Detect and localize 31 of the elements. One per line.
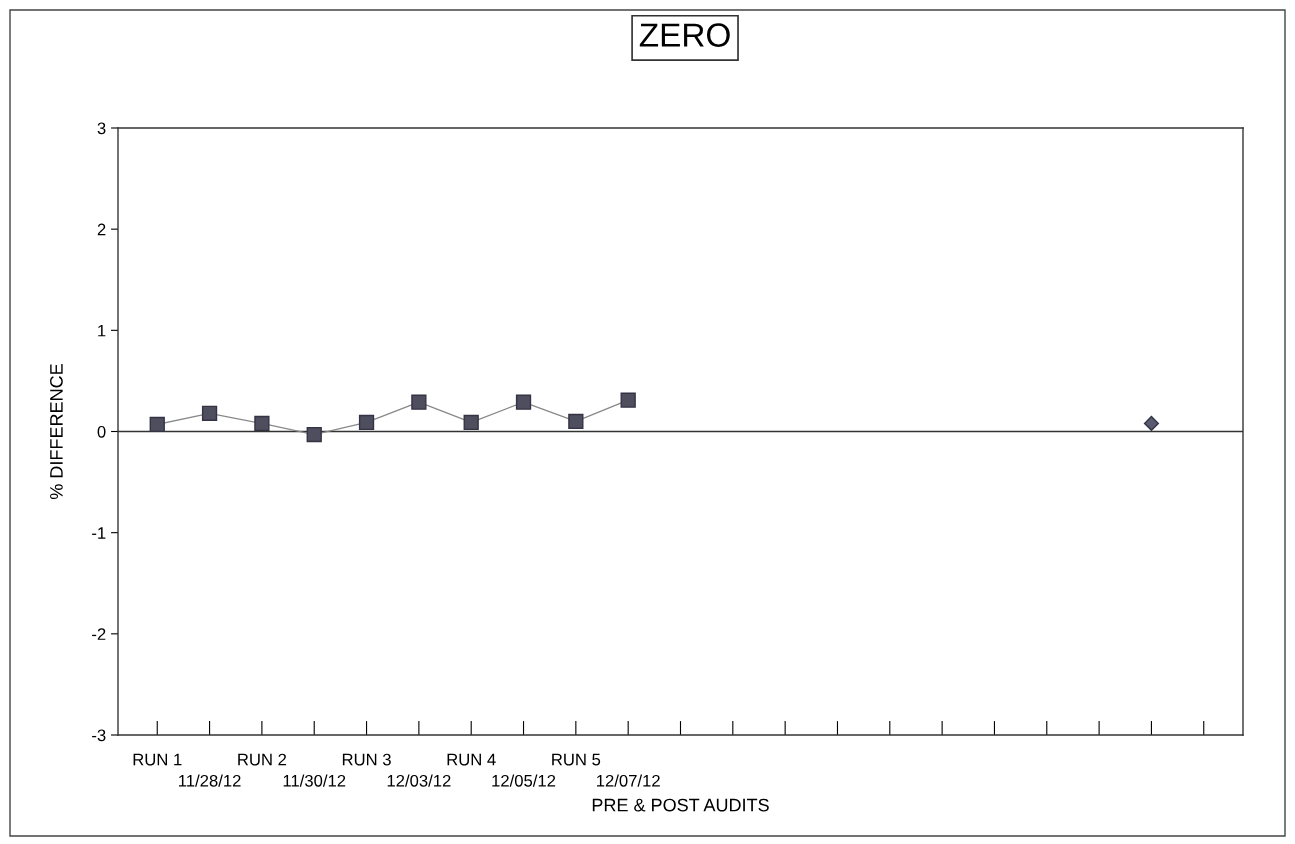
- x-tick-label: 12/05/12: [492, 774, 556, 787]
- y-tick-label: 0: [97, 425, 106, 438]
- point: [1143, 415, 1160, 431]
- point: [149, 416, 165, 433]
- x-tick-label: 12/07/12: [597, 774, 660, 787]
- point: [201, 405, 218, 421]
- x-tick-label: 11/30/12: [283, 774, 346, 787]
- x-tick-label: 12/03/12: [387, 774, 451, 787]
- y-tick-label: 2: [97, 223, 106, 236]
- point: [568, 413, 584, 430]
- point: [254, 415, 270, 432]
- x-tick-label: RUN 1: [133, 753, 182, 766]
- point: [620, 392, 636, 408]
- y-tick-label: -2: [92, 628, 106, 640]
- y-axis-title: % DIFFERENCE: [50, 364, 63, 500]
- x-tick-label: RUN 5: [552, 753, 601, 766]
- x-axis-title: PRE & POST AUDITS: [592, 798, 769, 812]
- point: [306, 426, 322, 443]
- x-tick-label: RUN 4: [447, 753, 496, 766]
- point: [463, 414, 479, 431]
- x-tick-label: RUN 2: [238, 753, 287, 766]
- y-tick-label: -1: [92, 527, 106, 539]
- y-tick-label: 1: [98, 324, 106, 337]
- x-tick-label: 11/28/12: [179, 774, 241, 787]
- x-tick-label: RUN 3: [342, 753, 391, 766]
- y-tick-label: -3: [92, 729, 106, 742]
- chart-title: ZERO: [639, 23, 730, 47]
- y-tick-label: 3: [97, 122, 106, 135]
- point: [411, 394, 427, 410]
- point: [358, 414, 375, 431]
- point: [515, 394, 532, 410]
